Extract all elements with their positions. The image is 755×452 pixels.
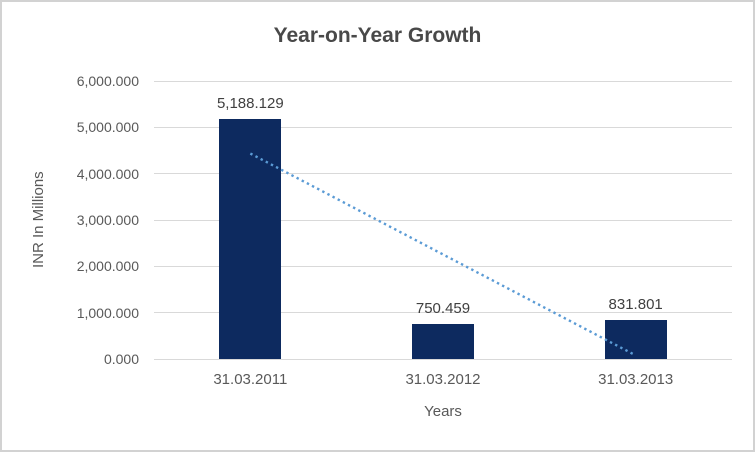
y-tick-label: 2,000.000	[76, 258, 139, 275]
plot-area: 5,188.129 750.459 831.801	[154, 80, 732, 360]
gridline	[154, 358, 732, 360]
data-label: 5,188.129	[216, 94, 284, 112]
y-tick-label: 3,000.000	[76, 212, 139, 228]
gridline	[154, 265, 732, 267]
x-axis-title: Years	[424, 403, 462, 420]
gridline	[154, 80, 732, 82]
chart-title: Year-on-Year Growth	[273, 24, 482, 47]
bar-31.03.2013	[604, 320, 667, 359]
bar-31.03.2012	[412, 324, 474, 359]
y-tick-label: 4,000.000	[76, 165, 139, 182]
data-label: 750.459	[415, 300, 471, 318]
trendline	[249, 152, 637, 357]
gridline	[154, 173, 732, 175]
x-tick-label: 31.03.2013	[598, 371, 674, 388]
gridline	[154, 312, 732, 314]
y-tick-label: 5,000.000	[76, 119, 139, 136]
trendline-path	[249, 152, 637, 357]
x-axis-tick-labels: 31.03.2011 31.03.2012 31.03.2013	[154, 371, 732, 391]
y-tick-label: 0.000	[103, 351, 139, 367]
gridline	[154, 126, 732, 128]
x-tick-label: 31.03.2011	[213, 371, 288, 388]
gridline	[154, 219, 732, 221]
data-label: 831.801	[608, 296, 663, 314]
y-axis-tick-labels: 0.000 1,000.000 2,000.000 3,000.000 4,000.00…	[2, 73, 142, 367]
x-tick-label: 31.03.2012	[405, 371, 481, 388]
y-tick-label: 1,000.000	[76, 304, 139, 321]
bar-31.03.2011	[219, 118, 282, 359]
y-tick-label: 6,000.000	[76, 73, 139, 89]
